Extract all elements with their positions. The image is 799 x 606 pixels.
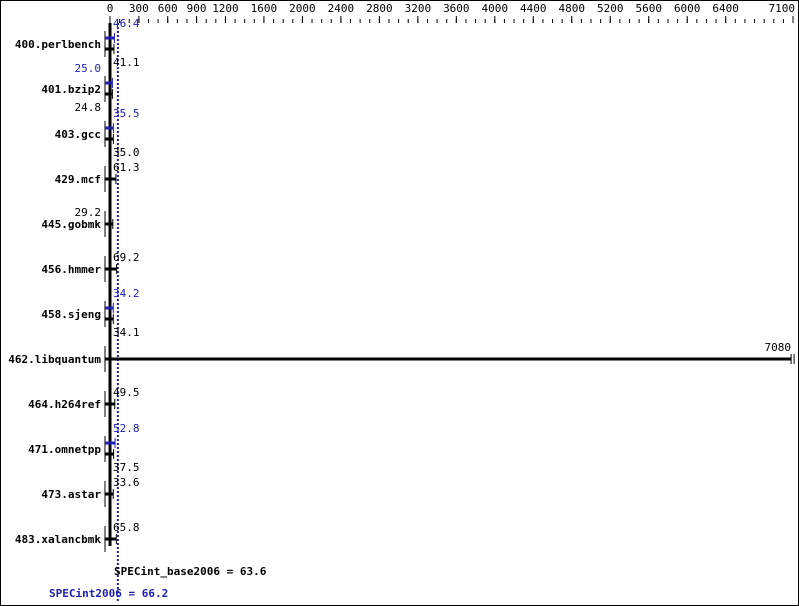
category-label: 400.perlbench	[15, 38, 101, 51]
base-bar	[105, 267, 117, 271]
base-value-label: 41.1	[113, 56, 140, 69]
category-label: 464.h264ref	[28, 398, 101, 411]
summary-base: SPECint_base2006 = 63.6	[114, 565, 267, 578]
base-value-label: 61.3	[113, 161, 140, 174]
category-label: 403.gcc	[55, 128, 101, 141]
base-value-label: 65.8	[113, 521, 140, 534]
category-label: 483.xalancbmk	[15, 533, 101, 546]
category-label: 458.sjeng	[41, 308, 101, 321]
base-bar	[105, 47, 114, 51]
category-label: 471.omnetpp	[28, 443, 101, 456]
base-bar	[105, 452, 114, 456]
category-label: 456.hmmer	[41, 263, 101, 276]
base-value-label: 69.2	[113, 251, 140, 264]
peak-value-label: 25.0	[75, 62, 102, 75]
x-tick-label: 2400	[328, 2, 355, 15]
peak-bar	[105, 36, 115, 40]
x-tick-label: 1200	[212, 2, 239, 15]
base-bar	[105, 222, 113, 226]
x-tick-label: 6000	[674, 2, 701, 15]
base-bar	[105, 402, 115, 406]
base-bar	[105, 137, 114, 141]
category-label: 429.mcf	[55, 173, 101, 186]
x-tick-label: 600	[158, 2, 178, 15]
peak-value-label: 34.2	[113, 287, 140, 300]
base-bar	[105, 357, 792, 361]
x-tick-label: 4800	[559, 2, 586, 15]
peak-bar	[105, 81, 113, 85]
x-tick-label: 3600	[443, 2, 470, 15]
x-tick-label: 1600	[251, 2, 278, 15]
x-tick-label: 2000	[289, 2, 316, 15]
base-value-label: 35.0	[113, 146, 140, 159]
x-tick-label: 2800	[366, 2, 393, 15]
base-value-label: 33.6	[113, 476, 140, 489]
peak-value-label: 52.8	[113, 422, 140, 435]
category-label: 462.libquantum	[8, 353, 101, 366]
peak-bar	[105, 126, 114, 130]
x-tick-label: 900	[187, 2, 207, 15]
x-tick-label: 7100	[769, 2, 796, 15]
x-tick-label: 300	[129, 2, 149, 15]
x-tick-label: 6400	[712, 2, 739, 15]
base-bar	[105, 492, 114, 496]
base-value-label: 34.1	[113, 326, 140, 339]
base-value-label: 29.2	[75, 206, 102, 219]
base-value-label: 49.5	[113, 386, 140, 399]
base-bar	[105, 317, 114, 321]
base-bar	[105, 537, 117, 541]
x-tick-label: 4400	[520, 2, 547, 15]
x-tick-label: 3200	[405, 2, 432, 15]
x-tick-label: 5200	[597, 2, 624, 15]
category-label: 401.bzip2	[41, 83, 101, 96]
category-label: 473.astar	[41, 488, 101, 501]
category-label: 445.gobmk	[41, 218, 101, 231]
base-bar	[105, 177, 116, 181]
peak-value-label: 46.4	[113, 17, 140, 30]
base-value-label: 7080	[765, 341, 792, 354]
x-tick-label: 0	[107, 2, 114, 15]
x-tick-label: 4000	[482, 2, 509, 15]
base-bar	[105, 92, 113, 96]
peak-value-label: 35.5	[113, 107, 140, 120]
base-value-label: 37.5	[113, 461, 140, 474]
base-value-label: 24.8	[75, 101, 102, 114]
summary-peak: SPECint2006 = 66.2	[49, 587, 168, 600]
peak-bar	[105, 441, 116, 445]
peak-bar	[105, 306, 114, 310]
x-tick-label: 5600	[635, 2, 662, 15]
